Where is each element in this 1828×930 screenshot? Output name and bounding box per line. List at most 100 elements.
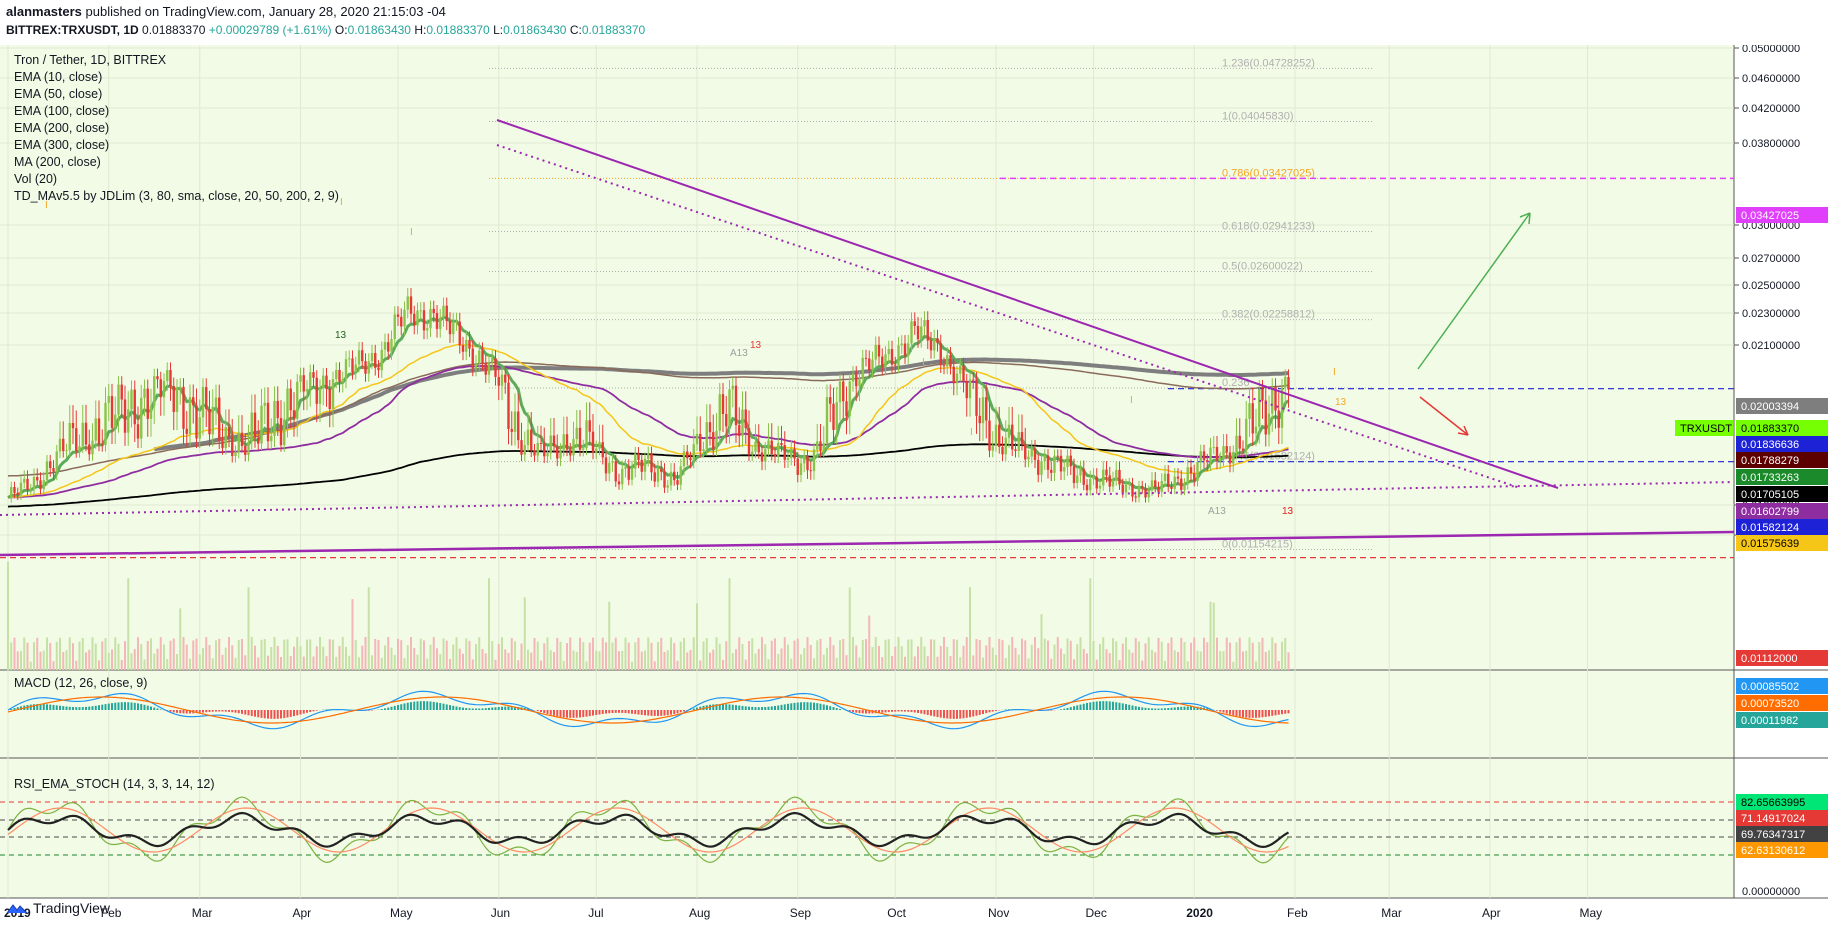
volume-bar — [631, 661, 633, 670]
candle-body — [1144, 488, 1147, 498]
time-tick-label: Dec — [1086, 906, 1107, 920]
volume-bar — [982, 657, 984, 670]
volume-bar — [55, 641, 58, 670]
candle-body — [39, 480, 42, 490]
volume-bar — [579, 637, 581, 670]
author-name[interactable]: alanmasters — [6, 4, 82, 19]
volume-bar — [715, 637, 718, 670]
candle-body — [1095, 476, 1098, 489]
volume-bar — [1277, 660, 1280, 670]
volume-bar — [195, 638, 198, 670]
macd-histogram-bar — [202, 710, 204, 713]
volume-bar — [283, 639, 286, 670]
candle-body — [325, 375, 328, 390]
volume-bar — [595, 650, 598, 670]
macd-histogram-bar — [234, 710, 237, 713]
candle-body — [201, 387, 205, 418]
candle-body — [731, 385, 734, 390]
volume-bar — [676, 660, 679, 670]
candle-body — [1079, 468, 1082, 476]
candle-body — [933, 338, 936, 351]
macd-histogram-bar — [712, 704, 715, 710]
candle-body — [712, 432, 715, 450]
macd-histogram-bar — [975, 710, 978, 716]
macd-histogram-bar — [982, 710, 984, 715]
candle-body — [757, 441, 760, 453]
candle-body — [497, 376, 500, 386]
macd-histogram-bar — [20, 706, 22, 710]
candle-body — [790, 448, 793, 459]
volume-bar — [1281, 641, 1283, 670]
legend-item[interactable]: Vol (20) — [14, 172, 58, 186]
legend-item[interactable]: EMA (200, close) — [14, 121, 110, 135]
macd-histogram-bar — [569, 710, 572, 718]
price-tick-label: 0.02300000 — [1742, 308, 1800, 320]
price-label-text: 0.01788279 — [1741, 455, 1799, 467]
volume-bar — [553, 652, 555, 670]
volume-bar — [345, 646, 347, 670]
candle-body — [26, 478, 29, 490]
candle-body — [897, 345, 900, 366]
candle-body — [741, 409, 744, 437]
candle-body — [767, 440, 770, 450]
volume-bar — [163, 644, 165, 670]
candle-body — [1238, 435, 1241, 449]
macd-histogram-bar — [88, 706, 91, 710]
volume-bar — [439, 654, 442, 670]
rsi-pane-background — [0, 758, 1734, 898]
volume-bar — [1043, 638, 1046, 670]
tradingview-footer[interactable]: TradingView — [6, 900, 110, 916]
candle-body — [1089, 479, 1092, 491]
macd-histogram-bar — [611, 710, 614, 713]
volume-bar — [575, 651, 578, 670]
volume-bar — [7, 562, 9, 670]
candle-body — [331, 379, 335, 410]
volume-bar — [1079, 637, 1082, 670]
macd-histogram-bar — [159, 709, 162, 710]
candle-body — [1108, 475, 1111, 487]
candle-body — [130, 389, 133, 410]
volume-bar — [1082, 648, 1085, 670]
legend-item[interactable]: TD_MAv5.5 by JDLim (3, 80, sma, close, 2… — [14, 189, 339, 203]
macd-histogram-bar — [598, 710, 601, 715]
volume-bar — [585, 661, 588, 670]
price-label-text: 0.01582124 — [1741, 522, 1799, 534]
rsi-label-box — [1736, 810, 1828, 826]
volume-bar — [621, 651, 624, 670]
candle-body — [624, 466, 627, 469]
price-chart[interactable]: 1.236(0.04728252) 1(0.04045830) 0.786(0.03… — [0, 45, 1828, 925]
legend-item[interactable]: EMA (50, close) — [14, 87, 103, 101]
price-tick-label: 0.05000000 — [1742, 45, 1800, 55]
candle-body — [1186, 467, 1189, 485]
legend-item[interactable]: EMA (300, close) — [14, 138, 110, 152]
legend-item[interactable]: MA (200, close) — [14, 155, 101, 169]
volume-bar — [1173, 650, 1176, 670]
candle-body — [406, 296, 409, 310]
macd-histogram-bar — [494, 707, 497, 710]
candle-body — [718, 394, 721, 431]
candle-body — [601, 442, 604, 458]
legend-item[interactable]: EMA (100, close) — [14, 104, 110, 118]
legend-item[interactable]: EMA (10, close) — [14, 70, 103, 84]
candle-body — [916, 325, 920, 340]
rsi-title[interactable]: RSI_EMA_STOCH (14, 3, 3, 14, 12) — [14, 777, 215, 791]
volume-bar — [744, 659, 747, 670]
volume-bar — [949, 655, 952, 670]
candle-body — [42, 480, 45, 490]
tradingview-logo-icon — [6, 904, 28, 914]
volume-bar — [169, 640, 172, 670]
volume-bar — [358, 657, 360, 670]
volume-bar — [1151, 649, 1153, 670]
macd-histogram-bar — [588, 710, 591, 717]
volume-bar — [871, 647, 874, 670]
candle-body — [549, 435, 552, 454]
macd-histogram-bar — [1238, 710, 1241, 717]
candle-body — [614, 461, 617, 482]
macd-histogram-bar — [237, 710, 240, 714]
candle-body — [123, 399, 127, 433]
volume-bar — [130, 653, 133, 670]
time-tick-label: Oct — [887, 906, 906, 920]
volume-bar — [78, 641, 81, 670]
macd-title[interactable]: MACD (12, 26, close, 9) — [14, 676, 148, 690]
macd-histogram-bar — [1245, 710, 1248, 718]
